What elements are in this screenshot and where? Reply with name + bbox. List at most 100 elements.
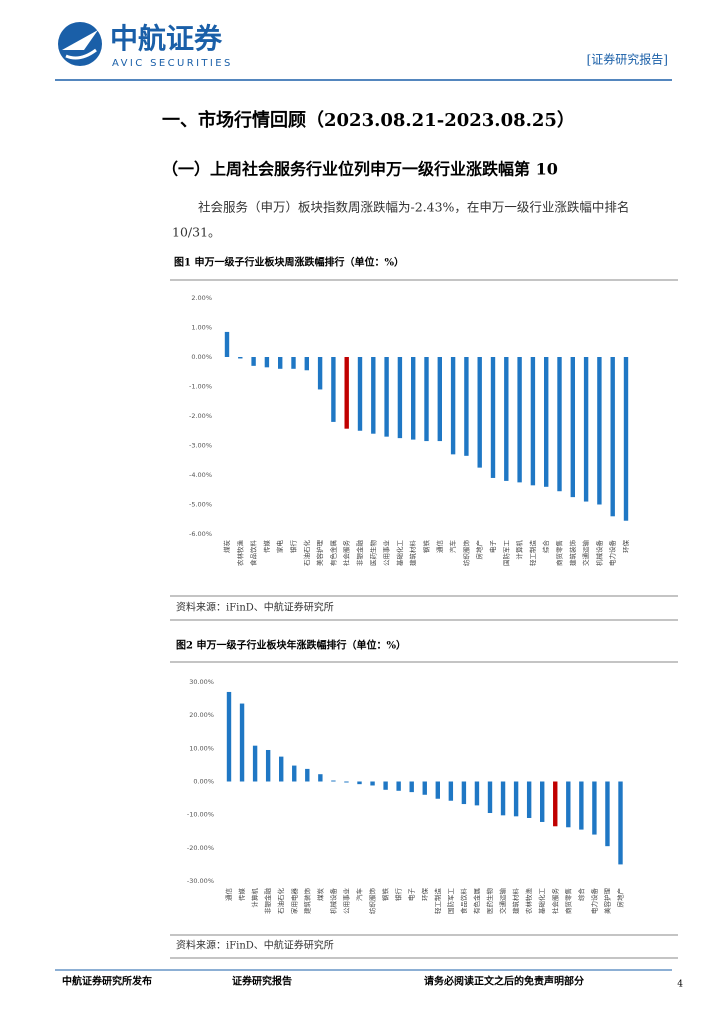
bar xyxy=(592,781,597,835)
x-tick-label: 交通运输 xyxy=(498,888,507,915)
x-tick-label: 社会服务 xyxy=(342,540,351,567)
bar xyxy=(424,357,429,442)
x-tick-label: 纺织服饰 xyxy=(461,540,470,567)
x-tick-label: 建筑材料 xyxy=(511,888,520,915)
x-tick-label: 商贸零售 xyxy=(563,888,572,914)
x-tick-label: 家用电器 xyxy=(289,888,298,915)
bar xyxy=(411,357,416,440)
x-tick-label: 石油石化 xyxy=(302,540,311,567)
bar xyxy=(530,357,536,486)
x-tick-label: 煤炭 xyxy=(315,888,324,902)
y-tick-label: 10.00% xyxy=(189,744,214,752)
y-tick-label: 0.00% xyxy=(193,778,214,786)
x-tick-label: 农林牧渔 xyxy=(235,540,244,567)
bar xyxy=(409,781,414,793)
y-tick-label: -2.00% xyxy=(189,412,212,420)
x-tick-label: 轻工制造 xyxy=(528,540,537,567)
x-tick-label: 房地产 xyxy=(616,888,625,908)
x-tick-label: 建筑装饰 xyxy=(568,540,577,567)
x-tick-label: 美容护理 xyxy=(602,888,611,915)
bar xyxy=(477,357,482,468)
x-tick-label: 轻工制造 xyxy=(433,888,442,915)
x-tick-label: 传媒 xyxy=(237,888,246,902)
x-tick-label: 食品饮料 xyxy=(249,540,258,567)
bar xyxy=(450,357,456,455)
x-tick-label: 交通运输 xyxy=(581,540,590,567)
y-tick-label: -1.00% xyxy=(189,383,212,391)
y-tick-label: -5.00% xyxy=(189,501,212,509)
x-tick-label: 商贸零售 xyxy=(555,540,564,566)
bar xyxy=(570,357,575,498)
x-tick-label: 银行 xyxy=(289,540,298,554)
footer-right: 请务必阅读正文之后的免责声明部分 xyxy=(424,975,584,988)
bar xyxy=(513,781,519,817)
bar xyxy=(422,781,427,795)
bar xyxy=(448,781,454,801)
brand-en: AVIC SECURITIES xyxy=(112,58,233,69)
x-tick-label: 公用事业 xyxy=(341,888,350,915)
x-tick-label: 通信 xyxy=(224,888,233,902)
bar xyxy=(500,781,506,816)
bar xyxy=(384,357,389,437)
bar xyxy=(371,357,376,434)
bar xyxy=(370,781,375,786)
bar xyxy=(623,357,629,521)
bar xyxy=(504,357,509,481)
x-tick-label: 美容护理 xyxy=(315,540,324,567)
bar xyxy=(278,357,283,369)
x-tick-label: 综合 xyxy=(576,888,585,902)
bar xyxy=(239,703,245,782)
x-tick-label: 通信 xyxy=(435,540,444,554)
x-tick-label: 公用事业 xyxy=(382,540,391,567)
bar xyxy=(318,774,323,782)
bar xyxy=(583,357,589,502)
y-tick-label: 0.00% xyxy=(191,353,212,361)
y-tick-label: -10.00% xyxy=(187,811,214,819)
bar xyxy=(317,357,323,390)
x-tick-label: 纺织服饰 xyxy=(368,888,377,915)
bar xyxy=(437,357,442,442)
y-tick-label: 20.00% xyxy=(189,711,214,719)
x-tick-label: 综合 xyxy=(541,540,550,554)
bar xyxy=(517,357,522,483)
footer-left: 中航证券研究所发布 xyxy=(62,975,152,988)
x-tick-label: 家电 xyxy=(275,540,284,554)
bar xyxy=(579,781,584,830)
x-tick-label: 计算机 xyxy=(250,888,259,908)
y-tick-label: -4.00% xyxy=(189,471,212,479)
bar xyxy=(224,331,230,357)
x-tick-label: 基础化工 xyxy=(537,888,546,915)
bar xyxy=(396,781,401,791)
bar xyxy=(251,357,256,366)
page-number: 4 xyxy=(677,980,683,990)
bar xyxy=(279,756,284,782)
bar xyxy=(597,357,602,505)
x-tick-label: 钢铁 xyxy=(381,888,390,902)
paragraph-line: 10/31。 xyxy=(172,225,221,240)
bar xyxy=(383,781,388,790)
y-tick-label: 30.00% xyxy=(189,678,214,686)
x-tick-label: 机械设备 xyxy=(594,540,603,567)
y-tick-label: 2.00% xyxy=(191,294,212,302)
x-tick-label: 社会服务 xyxy=(550,888,559,915)
x-tick-label: 电力设备 xyxy=(608,540,617,567)
bar xyxy=(344,357,349,429)
bar xyxy=(331,780,336,782)
bar xyxy=(474,781,480,806)
x-tick-label: 汽车 xyxy=(448,540,457,554)
x-tick-label: 医药生物 xyxy=(485,888,494,915)
bar xyxy=(264,357,270,368)
bar xyxy=(238,357,243,359)
report-tag: [证券研究报告] xyxy=(587,52,668,67)
bar xyxy=(540,781,545,822)
x-tick-label: 国防军工 xyxy=(446,888,455,915)
x-tick-label: 医药生物 xyxy=(368,540,377,567)
bar xyxy=(226,691,232,782)
x-tick-label: 建筑材料 xyxy=(408,540,417,567)
subsection-title: （一）上周社会服务行业位列申万一级行业涨跌幅第 10 xyxy=(162,160,558,179)
bar xyxy=(305,768,310,782)
x-tick-label: 钢铁 xyxy=(422,540,431,554)
bar xyxy=(553,781,558,827)
bar xyxy=(344,781,349,783)
